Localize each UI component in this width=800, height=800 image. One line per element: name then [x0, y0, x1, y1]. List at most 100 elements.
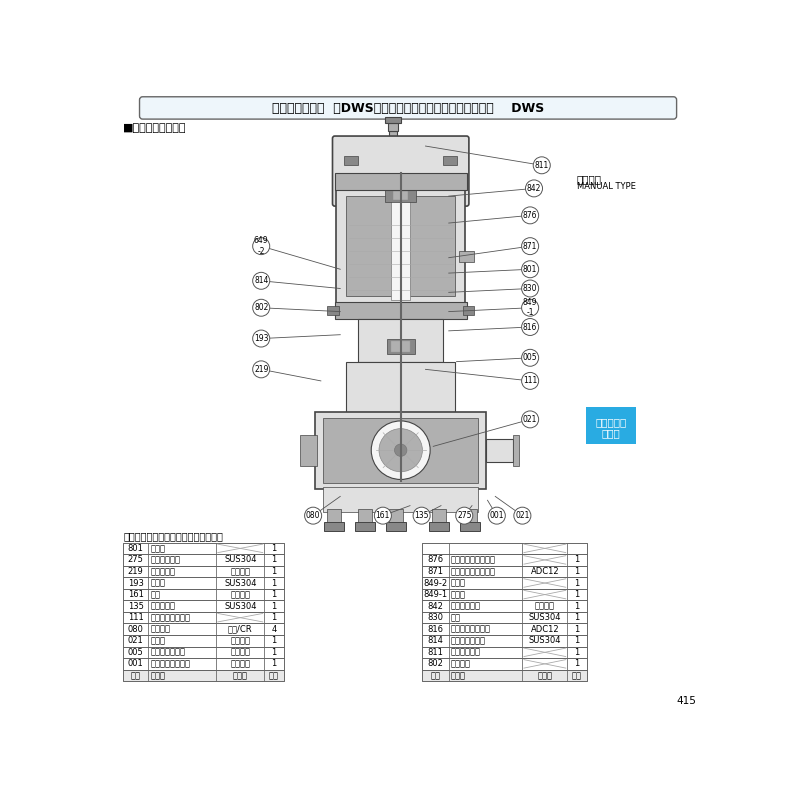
Bar: [567, 658, 586, 670]
Bar: [522, 589, 567, 600]
Text: 1: 1: [271, 636, 277, 646]
Text: 1: 1: [574, 578, 580, 587]
Text: 005: 005: [128, 648, 143, 657]
Bar: [123, 658, 148, 670]
Text: 1: 1: [574, 567, 580, 576]
Text: 219: 219: [254, 365, 268, 374]
Bar: [522, 612, 567, 623]
Bar: [422, 646, 586, 658]
Text: 814: 814: [254, 276, 268, 286]
Bar: [393, 304, 409, 313]
Bar: [422, 658, 449, 670]
Text: 1: 1: [271, 590, 277, 599]
Bar: [449, 589, 522, 600]
Bar: [123, 670, 284, 682]
Bar: [522, 623, 567, 635]
Text: SUS304: SUS304: [529, 636, 561, 646]
Bar: [459, 522, 480, 531]
Bar: [422, 612, 586, 623]
Circle shape: [488, 507, 506, 524]
Circle shape: [522, 373, 538, 390]
Bar: [123, 578, 148, 589]
Text: 1: 1: [271, 555, 277, 565]
Bar: [123, 623, 148, 635]
Bar: [315, 412, 486, 489]
Text: 相フランジ: 相フランジ: [150, 567, 175, 576]
Text: 番号: 番号: [130, 671, 141, 680]
Circle shape: [522, 280, 538, 297]
Text: 材　料: 材 料: [233, 671, 248, 680]
Bar: [264, 600, 284, 612]
Bar: [449, 554, 522, 566]
Bar: [391, 341, 410, 352]
Bar: [148, 578, 216, 589]
Text: 802: 802: [427, 659, 443, 668]
Bar: [522, 578, 567, 589]
Bar: [567, 646, 586, 658]
Bar: [148, 554, 216, 566]
Text: 649
-2: 649 -2: [254, 237, 269, 256]
Bar: [567, 612, 586, 623]
Text: 849-2: 849-2: [423, 578, 447, 587]
Bar: [522, 670, 567, 682]
Bar: [449, 670, 522, 682]
Text: 【ダーウィン】  》DWS型樹脂製汚水・雑排水用水中ポンプ    DWS: 【ダーウィン】 》DWS型樹脂製汚水・雑排水用水中ポンプ DWS: [272, 102, 545, 115]
Text: 部品名: 部品名: [150, 671, 166, 680]
Text: 021: 021: [515, 511, 530, 520]
Bar: [522, 566, 567, 578]
Text: 876: 876: [427, 555, 443, 565]
Bar: [148, 658, 216, 670]
Text: 871: 871: [523, 242, 538, 250]
Text: 1: 1: [271, 578, 277, 587]
Text: 001: 001: [128, 659, 143, 668]
Bar: [449, 658, 522, 670]
Bar: [586, 407, 636, 444]
Bar: [123, 635, 284, 646]
Bar: [522, 554, 567, 566]
Bar: [216, 542, 264, 554]
Text: 275: 275: [457, 511, 471, 520]
Circle shape: [522, 411, 538, 428]
Circle shape: [394, 444, 407, 456]
Text: 合成樹脂: 合成樹脂: [230, 590, 250, 599]
Bar: [386, 117, 401, 123]
Bar: [216, 612, 264, 623]
Bar: [567, 554, 586, 566]
Text: 注）主軸材料はポンプ側を示します。: 注）主軸材料はポンプ側を示します。: [123, 531, 223, 542]
Circle shape: [305, 507, 322, 524]
Bar: [422, 600, 449, 612]
Text: 合成樹脂: 合成樹脂: [230, 659, 250, 668]
Bar: [344, 156, 358, 166]
Bar: [462, 306, 474, 315]
FancyBboxPatch shape: [333, 136, 469, 206]
Bar: [346, 196, 455, 296]
Text: 1: 1: [574, 636, 580, 646]
Text: 816: 816: [523, 322, 538, 331]
Bar: [123, 600, 148, 612]
Bar: [486, 438, 513, 462]
Bar: [422, 589, 586, 600]
Bar: [338, 138, 462, 146]
Text: SUS304: SUS304: [224, 602, 257, 610]
Bar: [148, 612, 216, 623]
Bar: [422, 635, 586, 646]
Bar: [264, 578, 284, 589]
Text: 電動機焼損防止装置: 電動機焼損防止装置: [451, 555, 496, 565]
Bar: [323, 487, 478, 512]
Text: 135: 135: [128, 602, 143, 610]
Text: 080: 080: [306, 511, 320, 520]
Bar: [148, 623, 216, 635]
Text: メカニカルシール: メカニカルシール: [150, 613, 190, 622]
Text: 021: 021: [523, 415, 538, 424]
Bar: [358, 319, 443, 362]
Text: 1: 1: [271, 613, 277, 622]
Bar: [522, 658, 567, 670]
Text: 汚水・汚物: 汚水・汚物: [595, 418, 626, 427]
Text: 電動機カバー: 電動機カバー: [451, 602, 481, 610]
Text: 羽根車: 羽根車: [150, 636, 166, 646]
Bar: [264, 612, 284, 623]
Text: 材　料: 材 料: [538, 671, 552, 680]
Circle shape: [253, 238, 270, 254]
Bar: [389, 130, 397, 142]
Bar: [123, 612, 284, 623]
